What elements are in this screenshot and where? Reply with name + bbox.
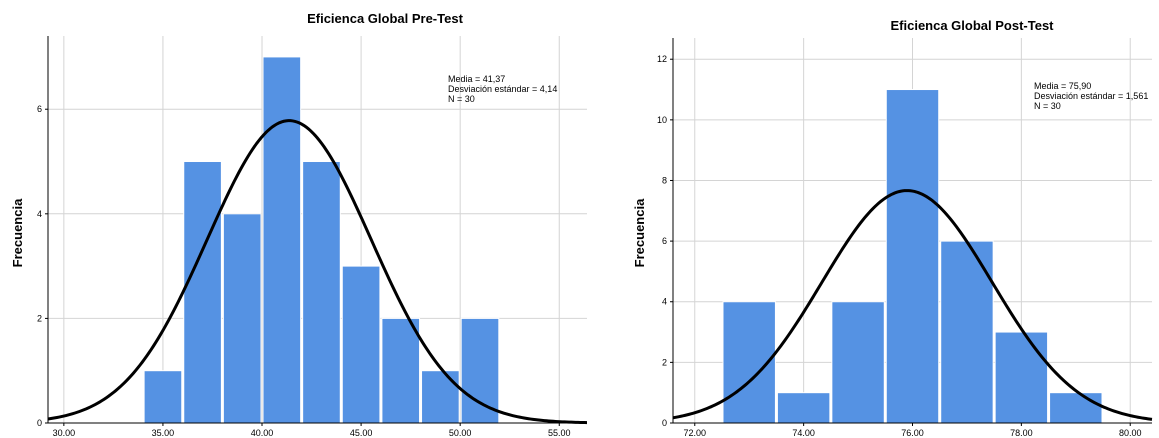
y-tick-label: 8 bbox=[662, 175, 667, 185]
stat-n: N = 30 bbox=[448, 94, 475, 104]
y-tick-label: 4 bbox=[37, 209, 42, 219]
histogram-bar bbox=[341, 265, 381, 424]
x-tick-label: 50.00 bbox=[449, 428, 472, 438]
bars bbox=[143, 56, 500, 424]
x-tick-label: 35.00 bbox=[152, 428, 175, 438]
histogram-bar bbox=[994, 331, 1049, 424]
x-tick-label: 55.00 bbox=[548, 428, 571, 438]
histogram-bar bbox=[421, 370, 460, 424]
y-tick-label: 2 bbox=[37, 313, 42, 323]
x-tick-label: 76.00 bbox=[901, 428, 924, 438]
x-tick-label: 78.00 bbox=[1010, 428, 1033, 438]
x-tick-label: 80.00 bbox=[1119, 428, 1142, 438]
histogram-bar bbox=[222, 213, 262, 424]
y-tick-label: 10 bbox=[657, 115, 667, 125]
histogram-bar bbox=[460, 317, 500, 424]
pre-test-histogram: Eficienca Global Pre-Test Frecuencia 30.… bbox=[10, 11, 588, 438]
stat-sd: Desviación estándar = 1,561 bbox=[1034, 91, 1148, 101]
histogram-bar bbox=[183, 161, 222, 424]
y-tick-label: 4 bbox=[662, 297, 667, 307]
normal-curve bbox=[672, 189, 1153, 421]
grid bbox=[48, 36, 587, 423]
histogram-bar bbox=[262, 56, 302, 424]
tick-labels: 72.00 74.00 76.00 78.00 80.00 0 2 4 6 8 10 12 bbox=[657, 54, 1142, 438]
histogram-bar bbox=[1049, 392, 1103, 424]
y-tick-label: 0 bbox=[662, 418, 667, 428]
histogram-bar bbox=[143, 370, 183, 424]
y-tick-label: 0 bbox=[37, 418, 42, 428]
y-tick-label: 12 bbox=[657, 54, 667, 64]
normal-curve bbox=[47, 119, 588, 425]
histogram-bar bbox=[831, 301, 885, 424]
bars bbox=[722, 89, 1103, 424]
stat-sd: Desviación estándar = 4,14 bbox=[448, 84, 557, 94]
x-tick-label: 45.00 bbox=[350, 428, 373, 438]
x-tick-label: 40.00 bbox=[251, 428, 274, 438]
stats-box: Media = 75,90 Desviación estándar = 1,56… bbox=[1034, 81, 1148, 111]
axes bbox=[670, 38, 1152, 426]
stat-n: N = 30 bbox=[1034, 101, 1061, 111]
y-tick-label: 6 bbox=[37, 104, 42, 114]
y-tick-label: 6 bbox=[662, 236, 667, 246]
chart-title: Eficienca Global Post-Test bbox=[890, 18, 1054, 33]
y-axis-label: Frecuencia bbox=[10, 198, 25, 267]
stat-mean: Media = 41,37 bbox=[448, 74, 505, 84]
y-axis-label: Frecuencia bbox=[632, 198, 647, 267]
axes bbox=[45, 36, 587, 426]
histogram-bar bbox=[776, 392, 831, 424]
histogram-bar bbox=[885, 89, 940, 424]
stats-box: Media = 41,37 Desviación estándar = 4,14… bbox=[448, 74, 557, 104]
post-test-histogram: Eficienca Global Post-Test Frecuencia 72… bbox=[632, 18, 1153, 438]
histogram-bar bbox=[381, 317, 421, 424]
stat-mean: Media = 75,90 bbox=[1034, 81, 1091, 91]
y-tick-label: 2 bbox=[662, 357, 667, 367]
x-tick-label: 72.00 bbox=[684, 428, 707, 438]
normal-curve-line bbox=[672, 189, 1153, 421]
normal-curve-line bbox=[47, 119, 588, 425]
x-tick-label: 30.00 bbox=[53, 428, 76, 438]
tick-labels: 30.00 35.00 40.00 45.00 50.00 55.00 0 2 4 6 bbox=[37, 104, 571, 438]
x-tick-label: 74.00 bbox=[792, 428, 815, 438]
chart-title: Eficienca Global Pre-Test bbox=[307, 11, 463, 26]
histogram-bar bbox=[302, 161, 341, 424]
